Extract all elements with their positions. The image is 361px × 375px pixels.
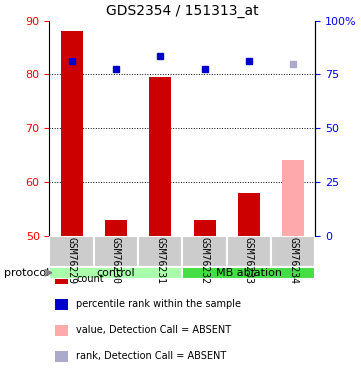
- FancyBboxPatch shape: [182, 267, 316, 279]
- Bar: [282, 160, 304, 236]
- Bar: [61, 32, 83, 236]
- Text: count: count: [76, 274, 104, 284]
- FancyBboxPatch shape: [94, 236, 138, 267]
- FancyBboxPatch shape: [182, 236, 227, 267]
- Text: protocol: protocol: [4, 268, 49, 278]
- Text: control: control: [97, 268, 135, 278]
- FancyBboxPatch shape: [227, 236, 271, 267]
- Text: rank, Detection Call = ABSENT: rank, Detection Call = ABSENT: [76, 351, 226, 361]
- Bar: [55, 299, 68, 310]
- Bar: [55, 351, 68, 361]
- FancyBboxPatch shape: [49, 267, 182, 279]
- Bar: [55, 325, 68, 336]
- Text: MB ablation: MB ablation: [216, 268, 282, 278]
- Bar: [238, 193, 260, 236]
- Text: value, Detection Call = ABSENT: value, Detection Call = ABSENT: [76, 325, 231, 335]
- Text: percentile rank within the sample: percentile rank within the sample: [76, 300, 241, 309]
- Text: GSM76232: GSM76232: [200, 237, 210, 284]
- Text: GSM76233: GSM76233: [244, 237, 254, 284]
- Text: GSM76229: GSM76229: [66, 237, 77, 284]
- FancyBboxPatch shape: [138, 236, 182, 267]
- Bar: [149, 77, 171, 236]
- Text: GSM76230: GSM76230: [111, 237, 121, 284]
- Bar: [55, 273, 68, 284]
- Text: GSM76234: GSM76234: [288, 237, 298, 284]
- FancyBboxPatch shape: [49, 236, 94, 267]
- Bar: [105, 219, 127, 236]
- Text: GSM76231: GSM76231: [155, 237, 165, 284]
- FancyBboxPatch shape: [271, 236, 316, 267]
- Bar: [193, 219, 216, 236]
- Title: GDS2354 / 151313_at: GDS2354 / 151313_at: [106, 4, 259, 18]
